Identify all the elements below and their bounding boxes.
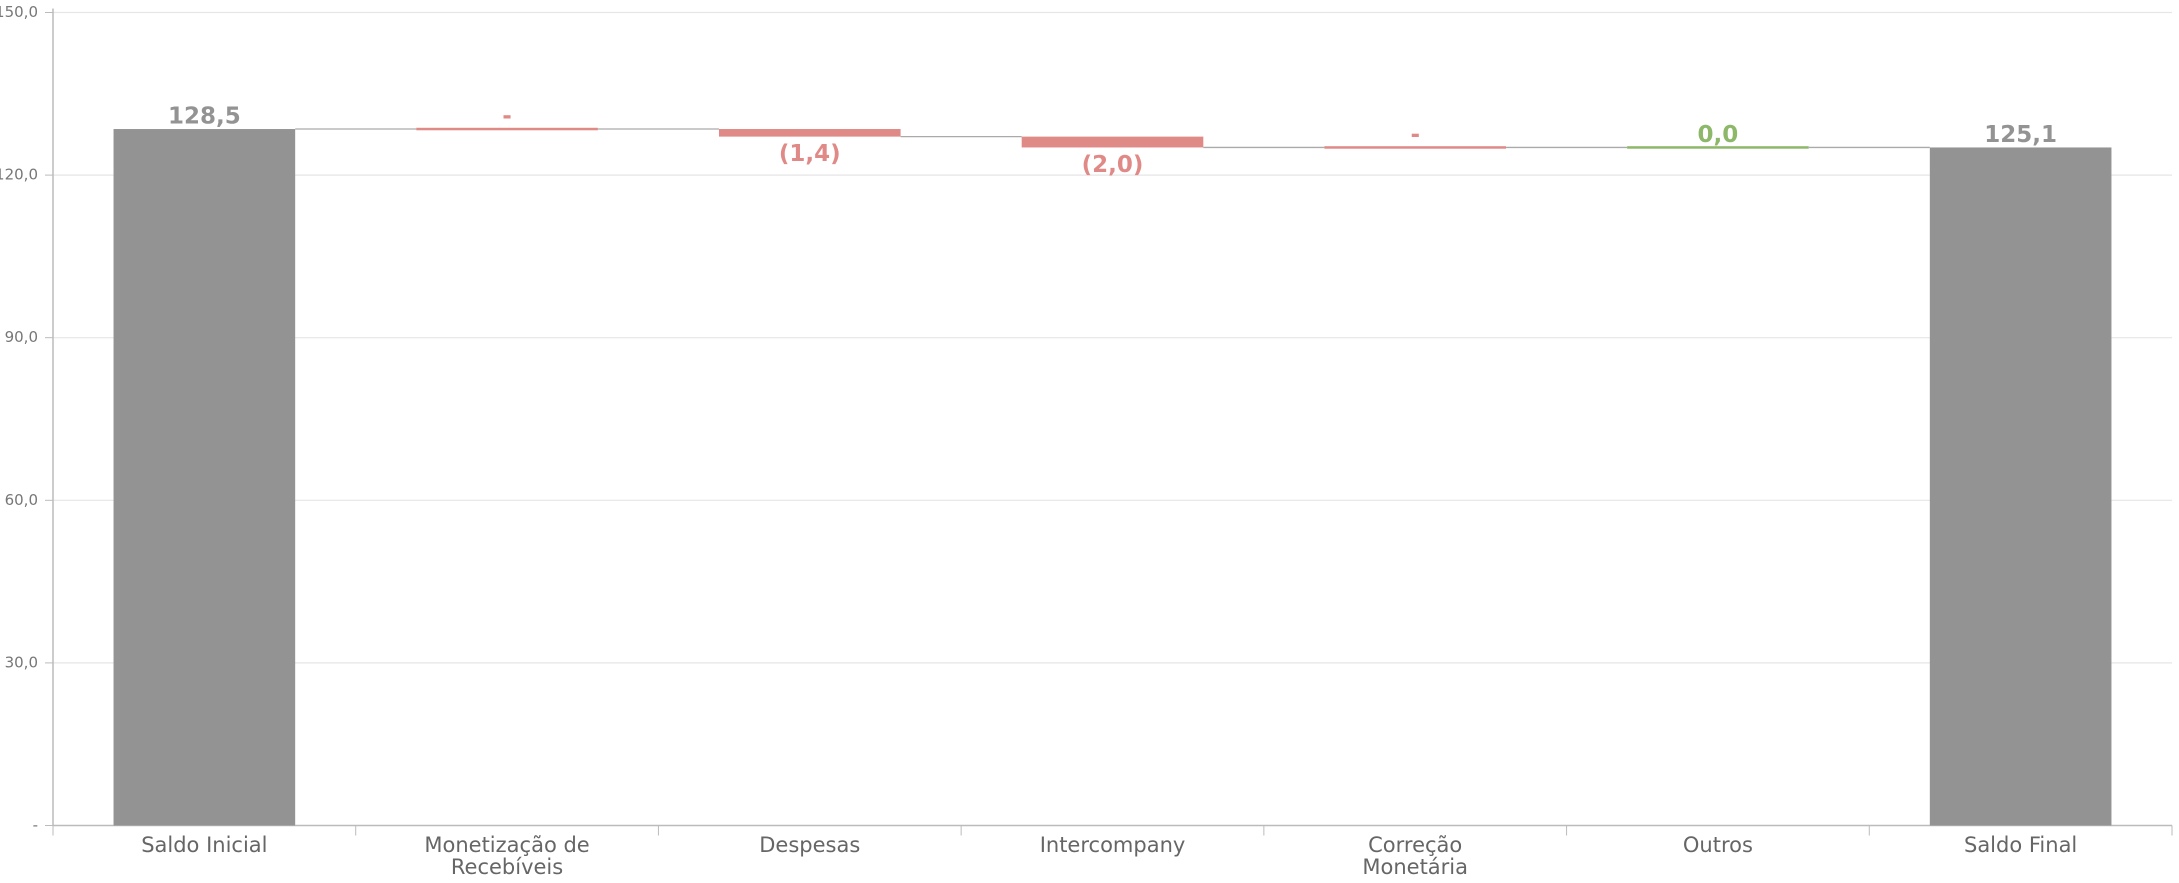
value-label: (1,4) — [779, 141, 841, 167]
x-tick-label: Monetização de Recebíveis — [424, 832, 590, 879]
value-label: - — [502, 104, 512, 130]
bar — [718, 129, 901, 137]
bar — [113, 129, 296, 826]
x-tick-label: Saldo Inicial — [141, 832, 268, 857]
x-tick-label: Outros — [1682, 832, 1753, 857]
y-tick-label: 120,0 — [0, 166, 38, 184]
y-tick-label: 30,0 — [5, 653, 38, 671]
bar — [1627, 146, 1809, 149]
y-tick-label: 60,0 — [5, 491, 38, 509]
value-label: (2,0) — [1082, 152, 1144, 178]
bar — [416, 127, 598, 131]
x-tick-label: Despesas — [759, 832, 861, 857]
bar — [1324, 146, 1507, 149]
bar — [1021, 136, 1204, 148]
x-tick-label: Saldo Final — [1963, 832, 2078, 857]
x-tick-label: Intercompany — [1039, 832, 1186, 857]
value-label: - — [1410, 122, 1420, 148]
value-label: 128,5 — [168, 104, 241, 130]
y-tick-label: - — [33, 816, 38, 834]
value-label: 125,1 — [1984, 122, 2057, 148]
y-tick-label: 150,0 — [0, 3, 38, 21]
value-label: 0,0 — [1698, 122, 1739, 148]
x-tick-label: Correção Monetária — [1362, 832, 1469, 879]
bar — [1929, 147, 2112, 826]
y-tick-label: 90,0 — [5, 328, 38, 346]
